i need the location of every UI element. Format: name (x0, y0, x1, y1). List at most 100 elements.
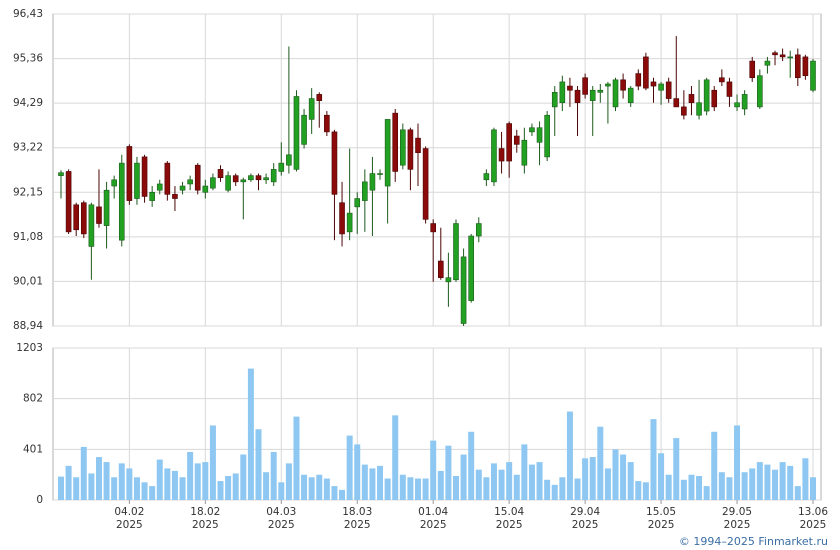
volume-bar (483, 477, 490, 500)
volume-bar (247, 368, 254, 500)
volume-bar (726, 477, 733, 500)
y-tick-label: 90,01 (13, 275, 43, 287)
y-tick-label: 96,43 (13, 8, 43, 20)
volume-bar (673, 438, 680, 500)
x-tick-year: 2025 (800, 519, 827, 531)
volume-bar (536, 462, 543, 500)
volume-bar (164, 468, 171, 500)
candle-body (248, 175, 254, 181)
volume-bar (528, 464, 535, 500)
candle-body (240, 179, 247, 183)
candle-body (58, 172, 64, 176)
volume-bar (764, 464, 771, 500)
volume-bar (270, 451, 277, 500)
candle-body (810, 60, 816, 91)
volume-bar (779, 462, 786, 500)
candle-body (627, 87, 634, 104)
volume-bar (506, 462, 513, 500)
volume-bar (209, 425, 216, 500)
volume-bar (133, 477, 140, 500)
candle-body (65, 171, 72, 233)
volume-bar (422, 478, 429, 500)
x-tick-year: 2025 (192, 519, 219, 531)
volume-bar (73, 477, 80, 500)
volume-bar (650, 419, 657, 500)
candle-body (445, 277, 452, 283)
volume-bar (179, 477, 186, 500)
candle-body (605, 83, 611, 87)
candle-body (103, 189, 110, 226)
candle-body (567, 85, 573, 91)
volume-bar (604, 468, 611, 500)
candle-body (779, 54, 786, 58)
x-tick-label: 04.02 (114, 506, 144, 518)
candle-body (301, 114, 307, 145)
candle-body (149, 191, 155, 201)
x-tick-label: 15.05 (646, 506, 676, 518)
volume-bar (703, 486, 710, 500)
volume-bar (126, 468, 133, 500)
volume-bar (58, 476, 64, 500)
y-tick-label: 92,15 (13, 186, 43, 198)
volume-bar (665, 474, 672, 500)
volume-bar (635, 481, 642, 500)
candle-body (194, 164, 201, 191)
candle-body (346, 212, 353, 233)
candle-body (134, 162, 140, 199)
volume-bar (680, 479, 687, 500)
volume-bar (278, 482, 285, 500)
volume-bar (293, 416, 300, 500)
candle-body (422, 148, 429, 220)
candle-body (673, 98, 680, 108)
candle-body (400, 129, 406, 166)
candle-body (643, 56, 649, 89)
volume-bar (734, 425, 741, 500)
candle-body (217, 169, 224, 179)
volume-bar (346, 435, 353, 500)
candle-body (111, 179, 117, 187)
volume-bar (361, 464, 368, 500)
candle-body (369, 173, 376, 191)
candle-body (513, 135, 520, 145)
candle-body (232, 175, 239, 183)
x-tick-year: 2025 (344, 519, 371, 531)
volume-bar (331, 486, 338, 500)
candle-body (430, 223, 437, 233)
y-tick-label: 91,08 (13, 231, 43, 243)
candle-body (757, 75, 763, 108)
candle-body (210, 177, 216, 189)
candle-body (118, 162, 125, 241)
volume-bar (696, 475, 703, 500)
candle-body (529, 127, 535, 133)
candle-body (589, 89, 596, 101)
candle-body (293, 96, 300, 170)
volume-bar (582, 458, 589, 500)
volume-bar (437, 470, 444, 500)
candle-body (772, 52, 778, 56)
volume-bar (430, 440, 437, 500)
candle-body (635, 73, 642, 87)
candle-body (156, 183, 163, 191)
candle-body (612, 79, 619, 108)
volume-bar (285, 463, 292, 500)
x-tick-label: 29.04 (570, 506, 600, 518)
candle-body (384, 119, 391, 187)
candle-body (468, 235, 474, 301)
candle-body (483, 173, 490, 181)
volume-bar (810, 477, 816, 500)
volume-bar (445, 445, 452, 500)
x-tick-label: 01.04 (418, 506, 448, 518)
volume-bar (658, 453, 665, 500)
volume-bar (118, 463, 125, 500)
volume-bar (354, 444, 361, 500)
candle-body (620, 79, 626, 91)
volume-bar (141, 482, 148, 500)
volume-bar (187, 451, 194, 500)
volume-bar (566, 411, 573, 500)
candle-body (80, 202, 87, 235)
y-tick-label: 94,29 (13, 97, 43, 109)
y2-tick-label: 1203 (16, 342, 43, 354)
candle-body (665, 81, 672, 99)
x-tick-year: 2025 (116, 519, 143, 531)
candle-body (703, 79, 710, 112)
